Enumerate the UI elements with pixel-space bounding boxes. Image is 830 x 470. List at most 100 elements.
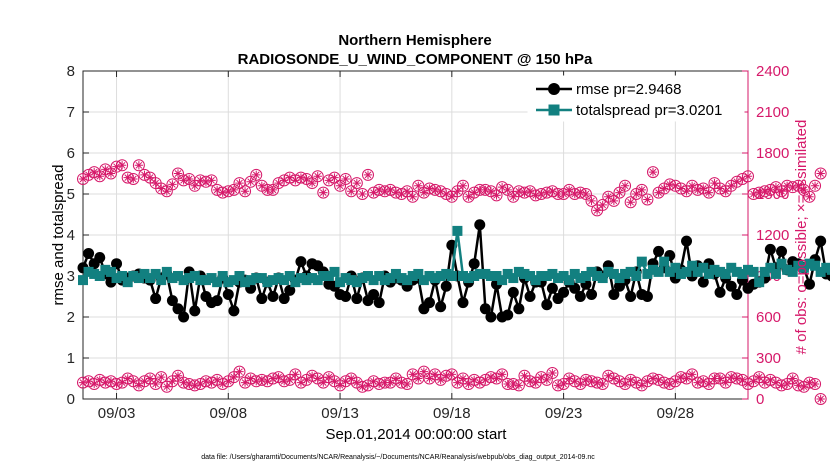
point-totalspread [217,271,228,281]
point-totalspread [139,268,150,279]
point-obs_assimilated [289,368,302,381]
point-totalspread [307,273,318,284]
point-rmse [351,293,363,305]
point-totalspread [536,271,547,281]
point-obs_assimilated [512,379,525,392]
x-tick-label: 09/13 [321,405,359,422]
point-obs_possible [317,186,330,199]
point-totalspread [268,275,278,286]
point-totalspread [648,264,658,275]
point-rmse [725,280,737,292]
point-obs_possible [457,179,469,192]
point-obs_possible [809,179,822,192]
point-obs_possible [116,159,129,172]
point-obs_assimilated [686,368,699,381]
point-rmse [541,299,553,311]
point-totalspread [513,266,524,277]
point-rmse [278,293,290,305]
point-totalspread [765,262,776,273]
point-rmse [776,245,788,257]
point-totalspread [748,266,759,277]
point-totalspread [804,258,815,269]
point-obs_assimilated [809,377,822,390]
point-totalspread [480,268,491,279]
point-obs_possible [647,166,659,179]
legend: rmse pr=2.9468 totalspread pr=3.0201 [527,75,745,122]
point-obs_possible [345,185,358,198]
point-totalspread [418,275,429,286]
point-totalspread [681,266,692,277]
point-totalspread [89,268,100,279]
point-obs_possible [132,159,145,172]
point-rmse [681,235,693,247]
point-obs_possible [328,171,341,184]
y-axis-label-left: rmse and totalspread [50,165,67,306]
legend-box [527,75,745,122]
y-tick-label-left: 6 [67,145,75,162]
point-totalspread [390,268,401,279]
point-rmse [295,256,307,268]
point-obs_assimilated [172,369,184,382]
point-totalspread [100,264,111,275]
point-totalspread [195,275,206,286]
y-tick-label-left: 1 [67,350,75,367]
point-totalspread [502,268,513,279]
point-obs_possible [233,177,246,190]
point-obs_assimilated [149,377,162,390]
y-tick-label-left: 8 [67,63,75,80]
point-totalspread [474,268,485,279]
x-axis: 09/03 09/08 09/13 09/18 09/23 09/28 [98,71,694,422]
point-obs_possible [579,188,592,200]
point-totalspread [625,266,636,277]
series-obs_possible [77,159,827,217]
data-file-footnote: data file: /Users/gharamti/Documents/NCA… [201,454,595,461]
point-totalspread [754,277,765,288]
point-rmse [150,293,162,305]
chart-title: Northern Hemisphere [338,32,491,49]
point-totalspread [83,266,94,277]
point-obs_assimilated [412,372,425,385]
point-rmse [524,291,536,302]
point-obs_possible [306,177,319,190]
y-axis-left: 0 1 2 3 4 5 6 7 8 [67,63,89,408]
point-obs_assimilated [417,365,430,378]
point-totalspread [580,271,591,281]
x-tick-label: 09/03 [98,405,136,422]
point-totalspread [525,271,536,281]
point-rmse [340,291,352,302]
point-totalspread [318,271,329,281]
point-obs_possible [641,193,654,206]
point-totalspread [178,275,189,286]
point-rmse [228,305,240,317]
point-rmse [653,245,665,257]
point-totalspread [530,275,541,286]
point-rmse [502,309,514,321]
point-obs_assimilated [155,371,168,384]
point-obs_assimilated [786,372,799,385]
point-obs_possible [104,167,117,180]
point-totalspread [284,271,295,281]
point-obs_possible [267,183,279,196]
point-rmse [256,293,268,305]
point-totalspread [541,271,552,281]
point-obs_possible [311,170,324,183]
point-obs_possible [702,186,715,199]
point-totalspread [240,277,251,288]
point-totalspread [407,271,418,281]
point-totalspread [357,273,368,284]
point-totalspread [396,273,407,284]
point-totalspread [133,273,144,284]
point-totalspread [122,277,133,288]
point-obs_possible [406,190,419,203]
point-totalspread [709,264,720,275]
point-totalspread [659,256,670,267]
point-totalspread [402,275,413,286]
y-tick-label-right: 2100 [756,104,789,121]
point-rmse [803,278,815,290]
point-totalspread [368,275,379,286]
point-rmse [586,288,598,300]
point-totalspread [379,275,390,286]
point-totalspread [586,266,597,277]
point-totalspread [603,266,614,277]
point-totalspread [787,266,798,277]
